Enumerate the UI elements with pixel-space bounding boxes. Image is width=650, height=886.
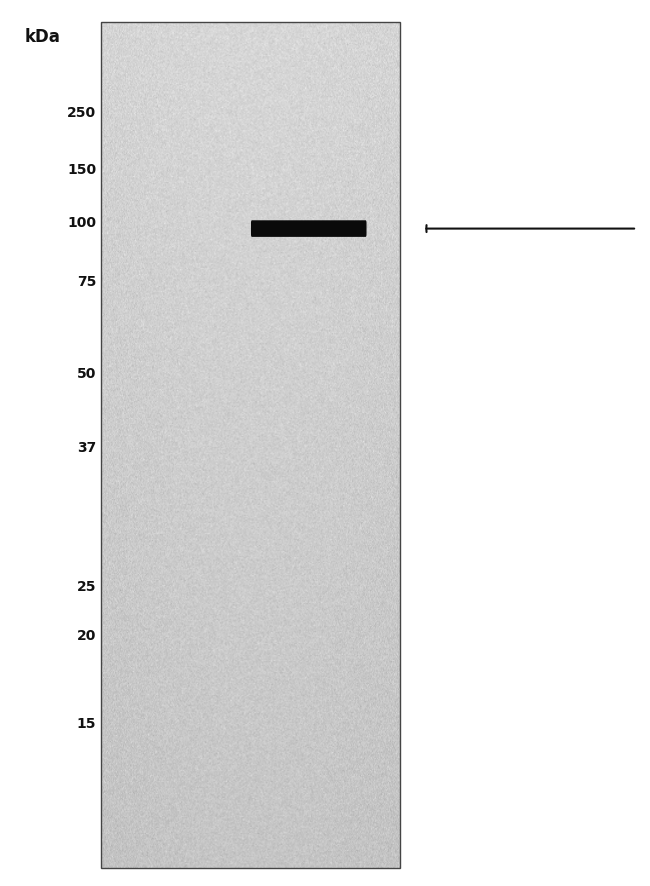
Text: kDa: kDa	[24, 28, 60, 46]
FancyBboxPatch shape	[251, 221, 367, 237]
Text: 50: 50	[77, 367, 96, 381]
Text: 2: 2	[301, 30, 310, 44]
Text: 150: 150	[67, 163, 96, 177]
Text: 75: 75	[77, 275, 96, 289]
Text: 15: 15	[77, 717, 96, 731]
Text: 20: 20	[77, 629, 96, 643]
Text: 1: 1	[181, 30, 190, 44]
Text: 25: 25	[77, 579, 96, 594]
Text: 250: 250	[67, 106, 96, 120]
Text: 37: 37	[77, 441, 96, 455]
Text: 100: 100	[67, 216, 96, 230]
